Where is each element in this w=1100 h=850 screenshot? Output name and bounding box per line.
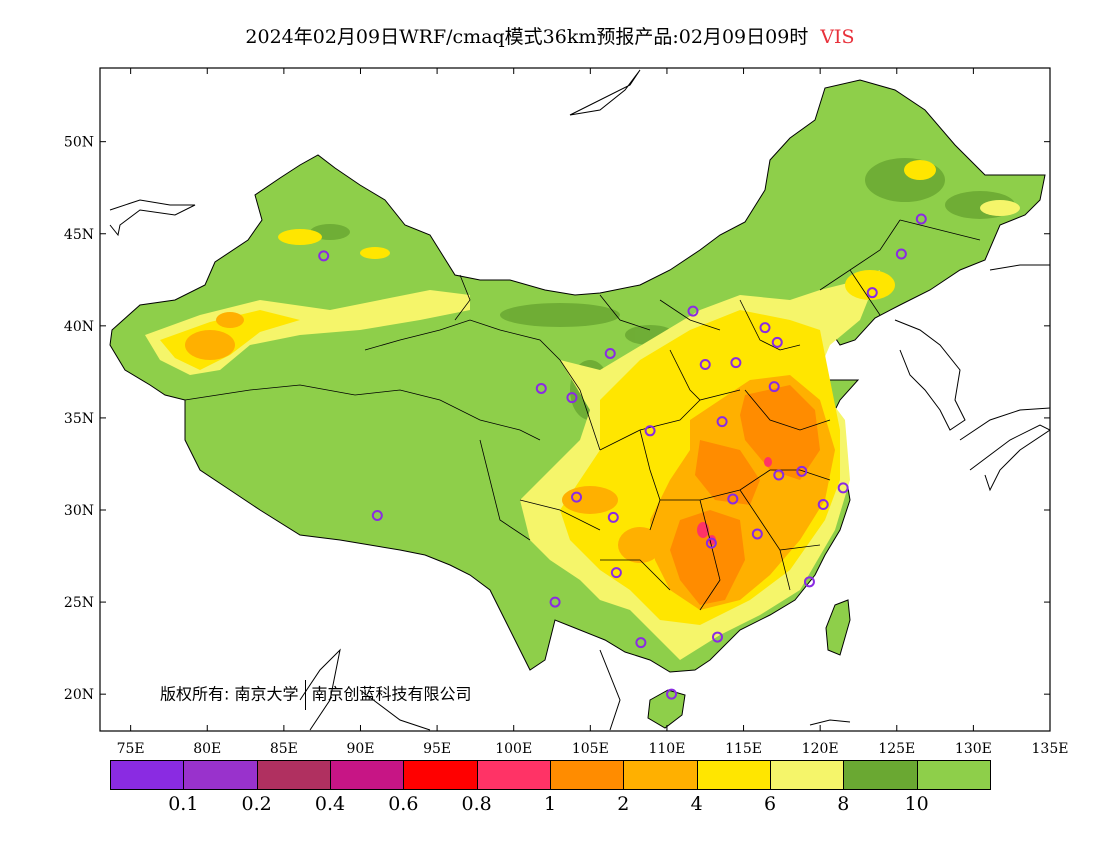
station-marker [635,637,647,649]
map-title-main: 2024年02月09日WRF/cmaq模式36km预报产品:02月09日09时 [245,26,809,48]
legend-label: 0.4 [314,793,346,815]
station-marker [817,498,829,510]
lon-tick-label: 130E [955,741,992,757]
lon-tick-label: 125E [878,741,915,757]
map-frame [99,67,1051,732]
legend-swatch [696,760,771,790]
vis-1-4-regions [185,312,835,610]
legend-swatch [550,760,625,790]
station-marker [796,465,808,477]
station-marker [768,381,780,393]
station-marker [571,491,583,503]
lon-tick-label: 90E [346,741,374,757]
copyright-org-nju: 南京大学 [234,684,299,704]
legend-swatch [623,760,698,790]
copyright-org-chuanglan: 南京创蓝科技有限公司 [311,684,472,704]
copyright-notice: 版权所有: 南京大学 南京创蓝科技有限公司 [160,680,472,710]
longitude-axis: 75E 80E 85E 90E 95E 100E 105E 110E 115E 120E 125E 1… [117,68,1069,757]
vis-0.8-1-spots [697,457,772,545]
station-marker [371,510,383,522]
lon-tick-label: 120E [802,741,839,757]
legend-label: 4 [690,793,703,815]
copyright-prefix: 版权所有: [160,684,230,704]
legend-label: 6 [763,793,777,815]
legend-swatch [330,760,405,790]
legend-label: 0.8 [461,793,492,815]
lon-tick-label: 85E [270,741,298,757]
station-marker [566,392,578,404]
station-marker [866,287,878,299]
legend-label: 2 [617,793,630,815]
legend-swatch [183,760,258,790]
lon-tick-label: 115E [725,741,762,757]
taiwan-island [825,599,851,656]
station-marker [610,567,622,579]
lat-tick-label: 50N [64,135,94,151]
legend-label: 0.1 [168,793,199,815]
station-marker [607,511,619,523]
lat-tick-label: 30N [64,503,94,519]
legend-swatch [110,760,185,790]
legend-label: 0.6 [388,793,419,815]
station-markers [318,213,927,700]
lon-tick-label: 100E [495,741,532,757]
copyright-separator [304,680,306,710]
station-marker [699,359,711,371]
station-marker [318,250,330,262]
legend-swatch [476,760,551,790]
color-legend [110,760,991,790]
station-marker [705,537,717,549]
lon-tick-label: 75E [117,741,145,757]
station-marker [535,382,547,394]
legend-label: 0.2 [241,793,272,815]
station-marker [604,347,616,359]
lon-tick-label: 95E [423,741,451,757]
lon-tick-label: 110E [648,741,685,757]
station-marker [716,416,728,428]
station-marker [751,528,763,540]
station-marker [803,576,815,588]
lat-tick-label: 25N [64,595,94,611]
station-marker [730,357,742,369]
station-marker [712,631,723,643]
station-marker [727,493,739,505]
station-marker [666,688,678,700]
legend-swatch [256,760,331,790]
legend-swatch [403,760,478,790]
map-title: 2024年02月09日WRF/cmaq模式36km预报产品:02月09日09时 V… [0,22,1100,49]
neighbour-outlines [109,69,1050,731]
station-marker [837,482,849,494]
lat-tick-label: 40N [64,319,94,335]
map-area [109,69,1050,731]
lat-tick-label: 35N [64,411,94,427]
legend-label: 8 [837,793,850,815]
station-marker [759,322,771,334]
station-marker [895,248,907,260]
station-marker [687,305,699,317]
lat-tick-label: 20N [64,687,94,703]
latitude-axis: 20N 25N 30N 35N 40N 45N 50N [64,135,1050,703]
legend-label: 1 [543,793,557,815]
station-marker [771,336,783,348]
lon-tick-label: 80E [193,741,221,757]
station-marker [549,596,561,608]
legend-swatch [843,760,918,790]
station-marker [644,425,656,437]
legend-swatch [770,760,845,790]
station-marker [773,469,785,481]
map-title-variable: VIS [820,26,855,48]
legend-swatch [916,760,991,790]
lon-tick-label: 135E [1032,741,1069,757]
lat-tick-label: 45N [64,227,94,243]
lon-tick-label: 105E [572,741,609,757]
station-marker [915,213,927,225]
legend-label: 10 [904,793,929,815]
province-borders [184,219,981,611]
